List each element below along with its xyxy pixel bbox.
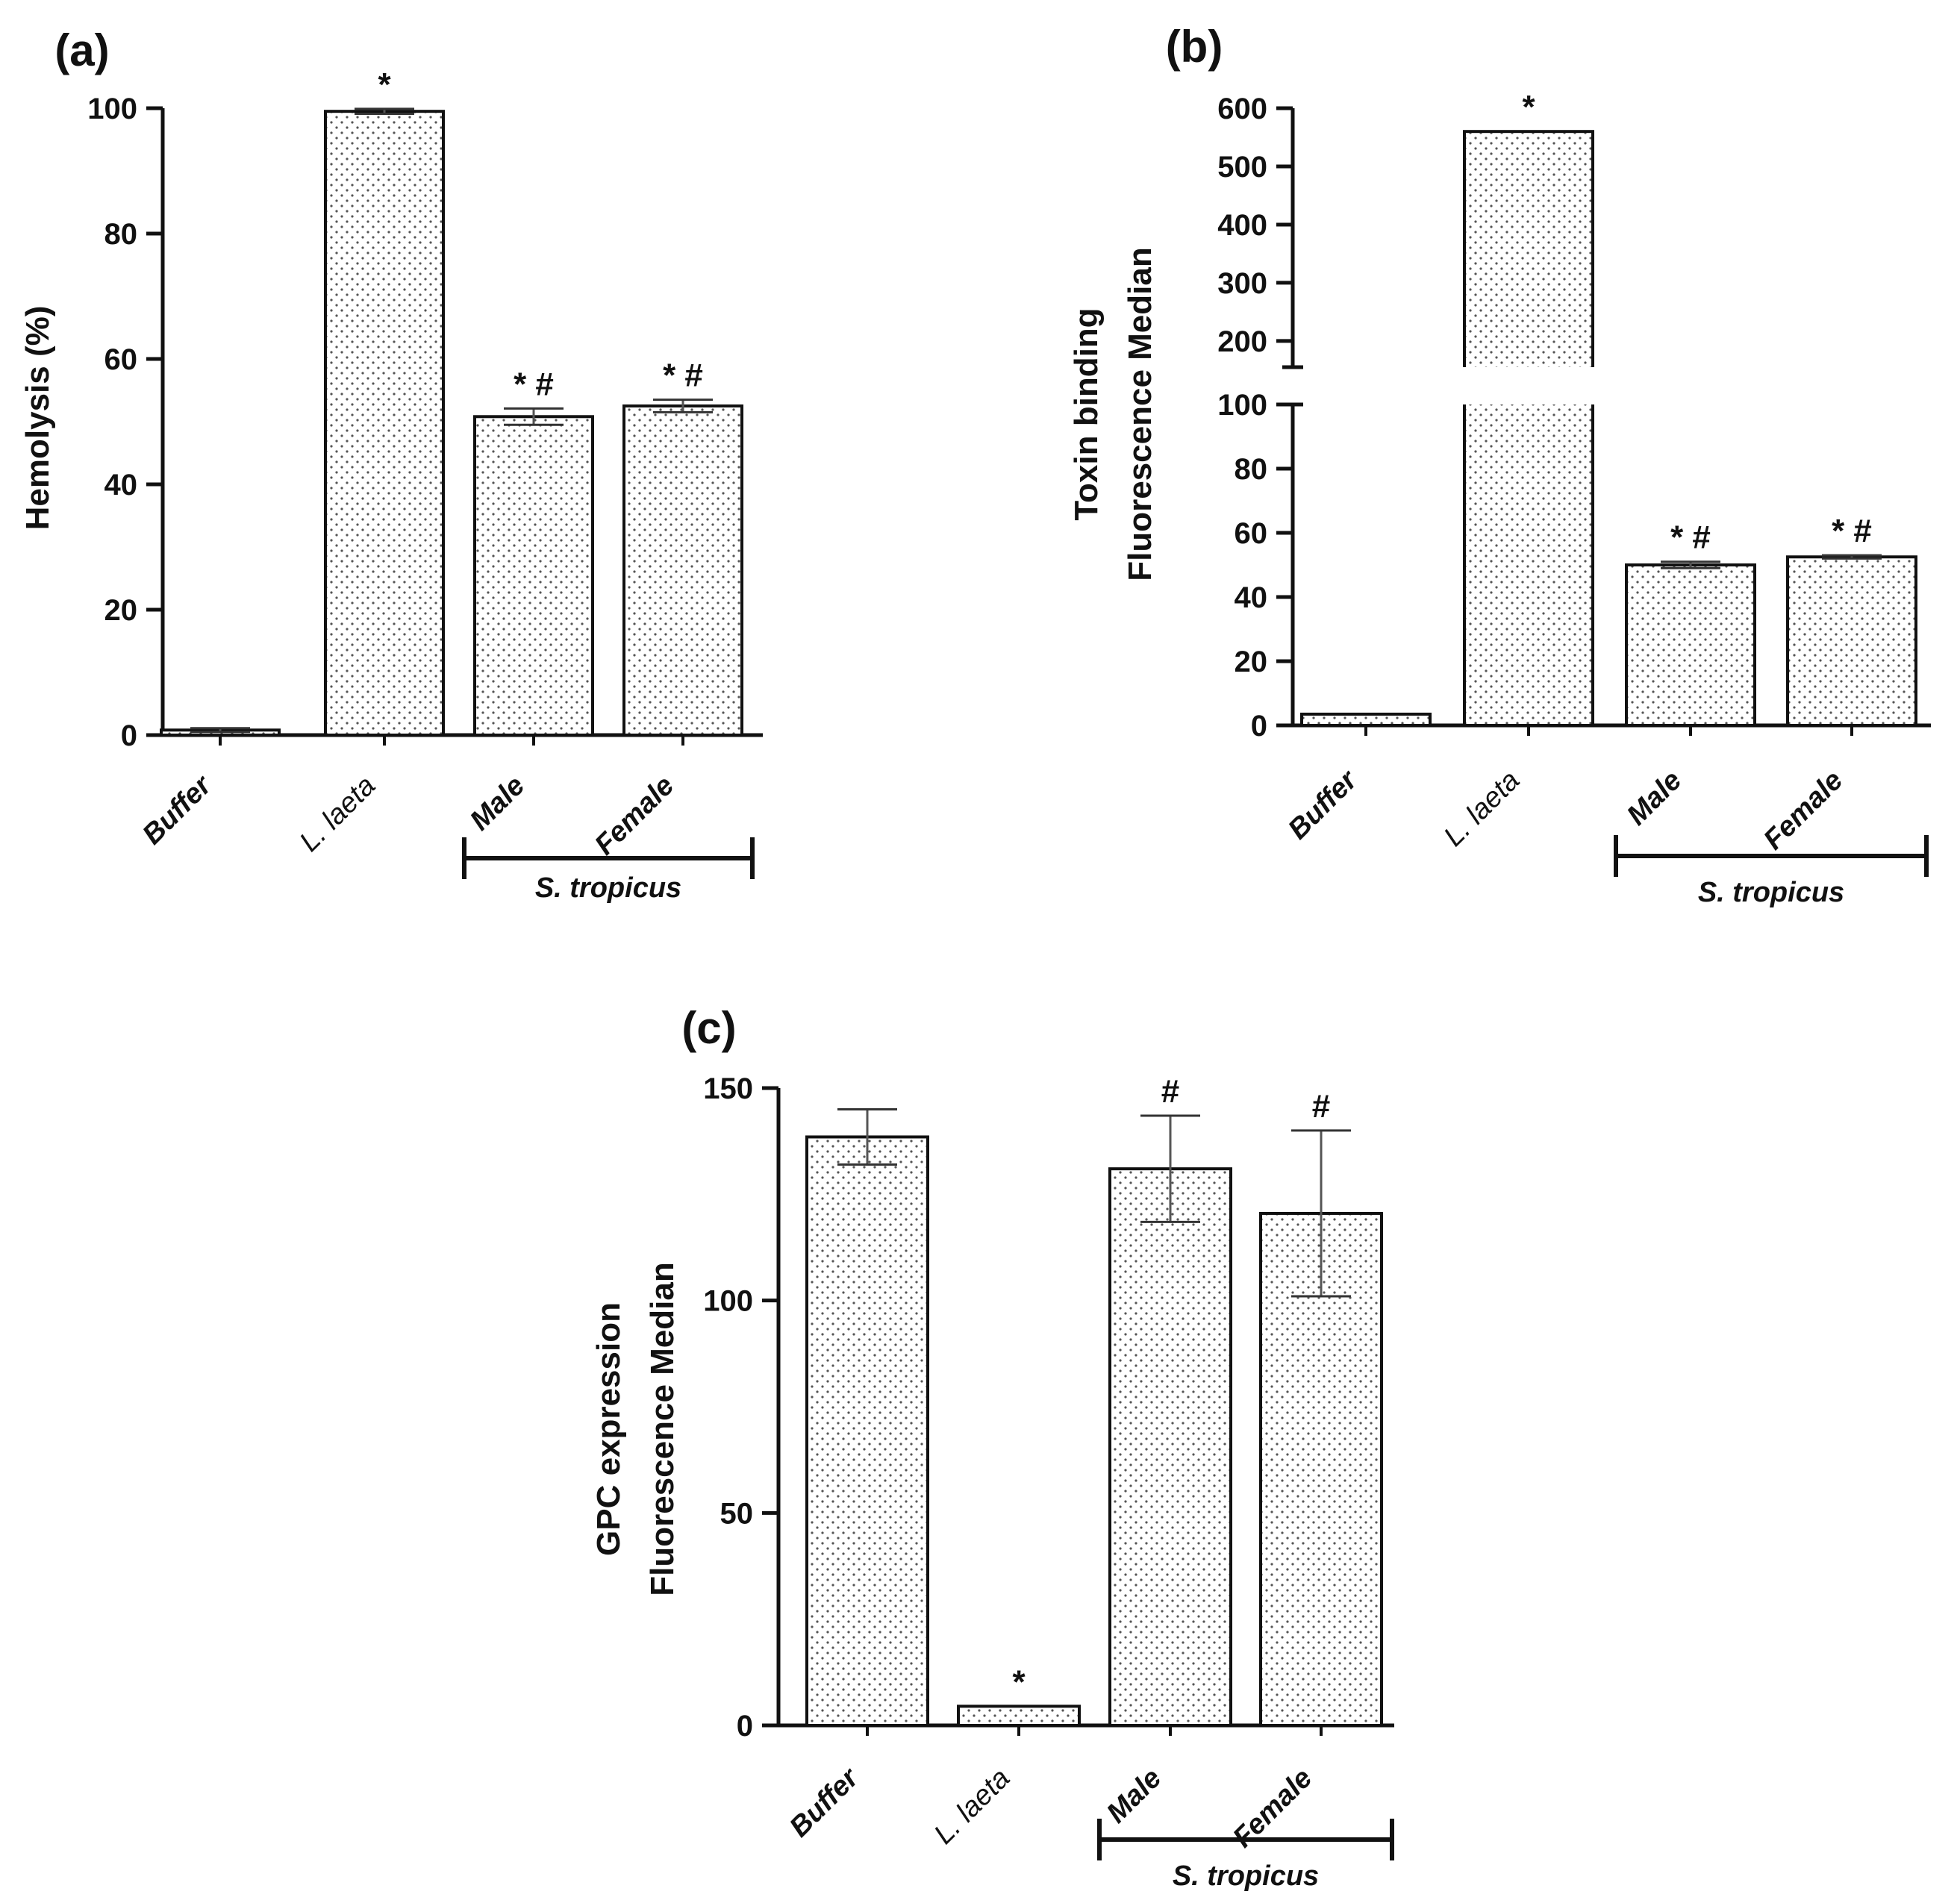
panel-b-y-tick-label: 600 — [1217, 93, 1267, 125]
panel-b-significance-female: * # — [1832, 513, 1872, 549]
panel-b-label: (b) — [1166, 22, 1223, 72]
panel-b-category-label-buffer: Buffer — [1282, 763, 1364, 846]
panel-c-y-axis-title-line: Fluorescence Median — [644, 1262, 681, 1596]
panel-b-y-tick-label: 300 — [1217, 267, 1267, 300]
panel-b-y-axis-title-line: Toxin binding — [1068, 307, 1105, 520]
panel-a-y-tick-label: 100 — [87, 93, 137, 125]
panel-b-y-tick-label: 500 — [1217, 151, 1267, 184]
panel-b-category-label-male: Male — [1621, 765, 1688, 831]
panel-a-bar-male — [473, 415, 594, 737]
panel-b-y-tick-label: 400 — [1217, 209, 1267, 242]
panel-c-y-tick-label: 0 — [737, 1710, 753, 1743]
panel-b-category-label-l-laeta: L. laeta — [1438, 765, 1526, 853]
panel-a-significance-male: * # — [514, 366, 554, 402]
panel-a-y-tick-label: 0 — [121, 719, 137, 752]
panel-b-y-tick-label: 60 — [1235, 517, 1268, 550]
panel-b-y-tick-label: 40 — [1235, 581, 1268, 614]
panel-c-bar-male — [1108, 1167, 1232, 1727]
panel-b-significance-l-laeta: * — [1522, 89, 1535, 125]
panel-a-significance-l-laeta: * — [378, 66, 391, 103]
panel-c-bar-buffer — [805, 1135, 929, 1728]
panel-c-chart: (c) 0 50 100 150 GPC expression Fluorescence M… — [590, 1003, 1394, 1892]
panel-b-y-tick-label: 20 — [1235, 646, 1268, 678]
panel-c-category-label-l-laeta: L. laeta — [928, 1763, 1017, 1851]
panel-b-bar-male — [1625, 563, 1756, 727]
panel-a-label: (a) — [54, 25, 109, 75]
panel-c-y-axis-title-line: GPC expression — [590, 1302, 627, 1556]
panel-b-bar-break-gap — [1461, 367, 1596, 404]
panel-c-category-label-male: Male — [1101, 1763, 1167, 1829]
panel-b-y-tick-label: 100 — [1217, 389, 1267, 422]
panel-a-y-tick-label: 40 — [104, 469, 138, 501]
panel-c-group-label: S. tropicus — [1173, 1860, 1319, 1892]
panel-c-y-tick-label: 50 — [720, 1497, 754, 1530]
panel-a-category-label-l-laeta: L. laeta — [294, 770, 382, 858]
panel-c-y-tick-label: 100 — [703, 1285, 753, 1318]
panel-a-group-label: S. tropicus — [535, 872, 681, 904]
panel-a-category-label-male: Male — [464, 770, 531, 837]
panel-c-label: (c) — [681, 1003, 736, 1053]
panel-a-significance-female: * # — [663, 357, 703, 394]
panel-b-y-axis-title-line: Fluorescence Median — [1122, 247, 1158, 581]
panel-a-y-tick-label: 20 — [104, 594, 138, 627]
panel-a-y-tick-label: 60 — [104, 343, 138, 376]
panel-c-significance-female: # — [1312, 1088, 1330, 1125]
panel-b-y-tick-label: 200 — [1217, 325, 1267, 358]
panel-b-y-tick-label: 0 — [1251, 710, 1267, 743]
panel-c-category-label-buffer: Buffer — [784, 1761, 866, 1843]
panel-b-bar-buffer — [1300, 712, 1432, 728]
panel-a-y-tick-label: 80 — [104, 218, 138, 251]
panel-a-category-label-buffer: Buffer — [137, 769, 219, 851]
panel-c-significance-l-laeta: * — [1012, 1663, 1026, 1700]
panel-c-y-tick-label: 150 — [703, 1072, 753, 1105]
panel-a-y-axis-title: Hemolysis (%) — [19, 306, 56, 531]
panel-a-bar-l-laeta — [324, 110, 445, 737]
panel-c-bar-l-laeta — [957, 1704, 1081, 1727]
panel-b-bar-female — [1786, 555, 1917, 727]
panel-a-bar-female — [622, 404, 743, 737]
panel-b-significance-male: * # — [1670, 519, 1711, 556]
panel-b-y-tick-label: 80 — [1235, 453, 1268, 486]
panel-b-chart: (b) 0 20 40 60 80 100 200 300 400 500 600 Toxin bind… — [1068, 22, 1931, 908]
panel-c-significance-male: # — [1161, 1073, 1179, 1110]
panel-a-chart: (a) 0 20 40 60 80 100 Hemolysis (%) Buffer * L. la… — [19, 25, 763, 904]
panel-b-category-label-female: Female — [1758, 765, 1849, 856]
panel-b-bar-l-laeta — [1463, 130, 1594, 727]
panel-a-category-label-female: Female — [589, 770, 680, 861]
panel-b-group-label: S. tropicus — [1698, 877, 1844, 908]
